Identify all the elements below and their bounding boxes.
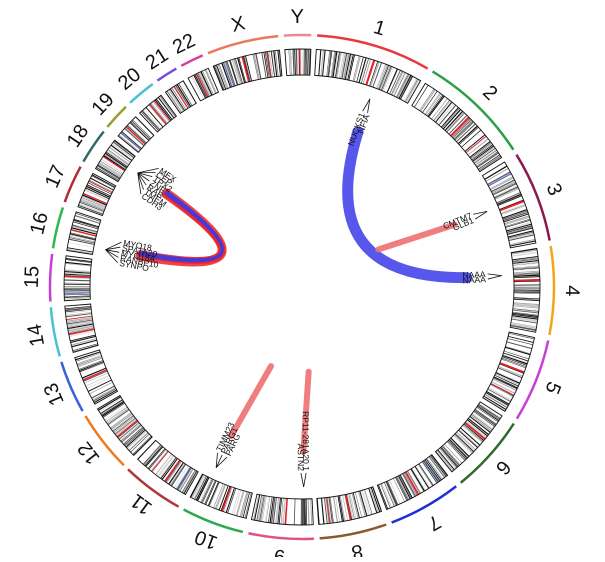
ideogram-17 bbox=[78, 173, 116, 215]
gene-leader-line bbox=[301, 473, 304, 487]
chromosome-color-arc-15 bbox=[50, 254, 52, 302]
link-tracks bbox=[140, 132, 467, 452]
chromosome-label-9: 9 bbox=[273, 545, 286, 557]
chromosome-label-20: 20 bbox=[114, 64, 145, 95]
ideogram-18 bbox=[96, 140, 136, 181]
chromosome-color-arc-X bbox=[208, 36, 278, 53]
ideogram-7 bbox=[377, 455, 447, 510]
chromosome-label-22: 22 bbox=[169, 29, 199, 59]
gene-leader-line bbox=[488, 276, 502, 279]
gene-leader-line bbox=[138, 168, 159, 172]
chromosome-label-17: 17 bbox=[41, 162, 70, 191]
chromosome-label-18: 18 bbox=[63, 121, 94, 152]
chromosome-label-13: 13 bbox=[40, 380, 69, 409]
chromosome-label-21: 21 bbox=[142, 44, 173, 75]
ideogram-9 bbox=[251, 494, 313, 525]
chromosome-label-16: 16 bbox=[26, 210, 53, 237]
gene-label: NAAA bbox=[462, 274, 486, 285]
chromosome-label-2: 2 bbox=[478, 81, 501, 105]
ideogram-16 bbox=[67, 212, 101, 255]
chromosome-color-arc-16 bbox=[53, 207, 63, 248]
ideogram-10 bbox=[190, 474, 252, 518]
chromosome-color-arc-Y bbox=[284, 35, 312, 36]
chromosome-label-6: 6 bbox=[491, 456, 515, 479]
ideogram-4 bbox=[510, 248, 540, 332]
chromosome-label-11: 11 bbox=[127, 489, 157, 519]
ideogram-15 bbox=[64, 256, 92, 301]
chromosome-label-4: 4 bbox=[561, 285, 583, 296]
ideogram-Y bbox=[285, 49, 311, 76]
chromosome-label-12: 12 bbox=[73, 437, 104, 468]
ideogram-6 bbox=[436, 402, 503, 472]
ideogram-X bbox=[213, 50, 282, 90]
chromosome-label-10: 10 bbox=[192, 525, 221, 553]
gene-label: ASTN2 bbox=[296, 444, 306, 472]
ideogram-8 bbox=[317, 487, 382, 525]
chromosome-color-arc-14 bbox=[51, 307, 60, 356]
chromosome-color-arc-9 bbox=[248, 533, 313, 539]
ideogram-13 bbox=[75, 350, 118, 404]
ideogram-14 bbox=[65, 304, 98, 352]
chromosome-label-8: 8 bbox=[349, 539, 364, 557]
chromosome-color-arc-8 bbox=[320, 525, 387, 539]
chromosome-label-7: 7 bbox=[424, 510, 444, 535]
gene-leader-line bbox=[304, 473, 306, 487]
link-1-4-0 bbox=[348, 132, 467, 278]
chromosome-label-14: 14 bbox=[24, 322, 50, 348]
gene-leader-line bbox=[488, 274, 502, 276]
chromosome-color-arc-22 bbox=[181, 55, 202, 65]
chromosome-label-1: 1 bbox=[371, 16, 388, 40]
chromosome-label-19: 19 bbox=[87, 89, 118, 120]
gene-annotations: NUCKS1NFIACMTM7GLB1NAAANAAARP11-281A20.1… bbox=[106, 99, 502, 487]
chromosome-label-3: 3 bbox=[542, 180, 567, 198]
chromosome-label-15: 15 bbox=[21, 266, 44, 289]
chromosome-color-arc-21 bbox=[157, 69, 176, 81]
gene-leader-line bbox=[216, 457, 227, 467]
chromosome-label-X: X bbox=[229, 12, 247, 37]
chromosome-label-Y: Y bbox=[290, 6, 304, 28]
chromosome-label-5: 5 bbox=[540, 378, 565, 397]
link-10-10-3 bbox=[231, 366, 271, 436]
chromosome-color-arc-4 bbox=[549, 246, 554, 335]
